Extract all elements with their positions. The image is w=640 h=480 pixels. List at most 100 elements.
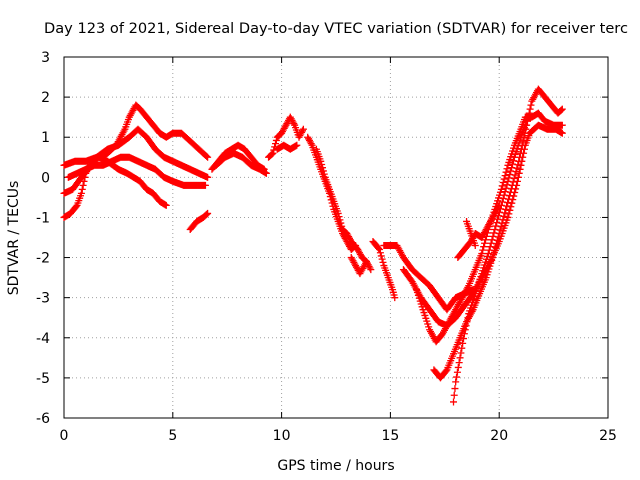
data-point bbox=[298, 127, 306, 135]
data-point bbox=[79, 181, 87, 189]
data-point bbox=[457, 349, 465, 357]
data-point bbox=[317, 157, 325, 165]
data-point bbox=[454, 363, 462, 371]
data-point bbox=[509, 160, 517, 168]
data-point bbox=[521, 121, 529, 129]
x-tick-label: 0 bbox=[60, 428, 69, 444]
data-point bbox=[526, 105, 534, 113]
series-track-18 bbox=[450, 121, 529, 406]
x-tick-label: 25 bbox=[599, 428, 617, 444]
data-point bbox=[203, 152, 211, 160]
data-point bbox=[269, 149, 277, 157]
data-point bbox=[460, 335, 468, 343]
y-tick-label: 2 bbox=[41, 90, 50, 106]
data-point bbox=[450, 398, 458, 406]
grid-lines bbox=[64, 57, 608, 418]
data-point bbox=[500, 191, 508, 199]
series-track-3 bbox=[60, 125, 212, 181]
data-point bbox=[558, 129, 566, 137]
y-tick-label: -4 bbox=[36, 331, 50, 347]
data-point bbox=[489, 254, 497, 262]
data-point bbox=[507, 167, 515, 175]
data-point bbox=[337, 219, 345, 227]
data-point bbox=[375, 244, 383, 252]
data-point bbox=[557, 106, 565, 114]
data-point bbox=[506, 206, 514, 214]
data-point bbox=[204, 173, 212, 181]
chart-title: Day 123 of 2021, Sidereal Day-to-day VTE… bbox=[44, 21, 628, 37]
data-point bbox=[452, 378, 460, 386]
data-point bbox=[516, 165, 524, 173]
x-tick-label: 5 bbox=[168, 428, 177, 444]
data-point bbox=[491, 225, 499, 233]
data-point bbox=[78, 185, 86, 193]
data-point bbox=[463, 318, 471, 326]
data-point bbox=[502, 184, 510, 192]
data-point bbox=[376, 249, 384, 257]
data-point bbox=[504, 213, 512, 221]
data-point bbox=[494, 203, 502, 211]
x-tick-label: 20 bbox=[490, 428, 508, 444]
series-track-8 bbox=[265, 113, 307, 161]
data-points bbox=[60, 85, 566, 406]
data-point bbox=[272, 140, 280, 148]
data-point bbox=[455, 359, 463, 367]
data-point bbox=[517, 149, 525, 157]
data-point bbox=[464, 314, 472, 322]
series-track-20 bbox=[463, 217, 479, 250]
y-tick-label: 3 bbox=[41, 50, 50, 66]
data-point bbox=[460, 330, 468, 338]
series-track-7 bbox=[212, 149, 270, 177]
data-point bbox=[391, 294, 399, 302]
data-point bbox=[503, 165, 511, 173]
data-point bbox=[505, 210, 513, 218]
data-point bbox=[495, 212, 503, 220]
data-point bbox=[318, 160, 326, 168]
data-point bbox=[505, 174, 513, 182]
data-point bbox=[293, 141, 301, 149]
series-track-14 bbox=[380, 242, 477, 314]
data-point bbox=[490, 229, 498, 237]
data-point bbox=[379, 258, 387, 266]
data-point bbox=[319, 167, 327, 175]
data-point bbox=[501, 172, 509, 180]
series-track-17 bbox=[430, 85, 566, 382]
y-tick-label: -1 bbox=[36, 210, 50, 226]
data-point bbox=[366, 264, 374, 272]
data-point bbox=[501, 188, 509, 196]
data-point bbox=[484, 250, 492, 258]
data-point bbox=[502, 168, 510, 176]
data-point bbox=[453, 373, 461, 381]
data-point bbox=[203, 210, 211, 218]
x-tick-label: 10 bbox=[273, 428, 291, 444]
data-point bbox=[558, 121, 566, 129]
series-track-5 bbox=[186, 209, 212, 233]
data-point bbox=[495, 201, 503, 209]
data-point bbox=[500, 175, 508, 183]
series-track-11 bbox=[312, 145, 370, 266]
data-point bbox=[499, 195, 507, 203]
data-point bbox=[492, 222, 500, 230]
data-point bbox=[378, 255, 386, 263]
data-point bbox=[479, 246, 487, 254]
data-point bbox=[523, 117, 531, 125]
data-point bbox=[498, 198, 506, 206]
data-point bbox=[204, 153, 212, 161]
data-point bbox=[478, 250, 486, 258]
data-point bbox=[458, 344, 466, 352]
data-point bbox=[367, 266, 375, 274]
data-point bbox=[451, 385, 459, 393]
data-point bbox=[482, 236, 490, 244]
x-axis-label: GPS time / hours bbox=[277, 458, 394, 474]
data-point bbox=[299, 125, 307, 133]
data-point bbox=[270, 146, 278, 154]
series-track-12 bbox=[347, 254, 375, 278]
data-point bbox=[377, 252, 385, 260]
data-point bbox=[481, 239, 489, 247]
data-point bbox=[290, 120, 298, 128]
data-point bbox=[504, 177, 512, 185]
data-point bbox=[506, 170, 514, 178]
data-point bbox=[494, 215, 502, 223]
data-point bbox=[519, 137, 527, 145]
